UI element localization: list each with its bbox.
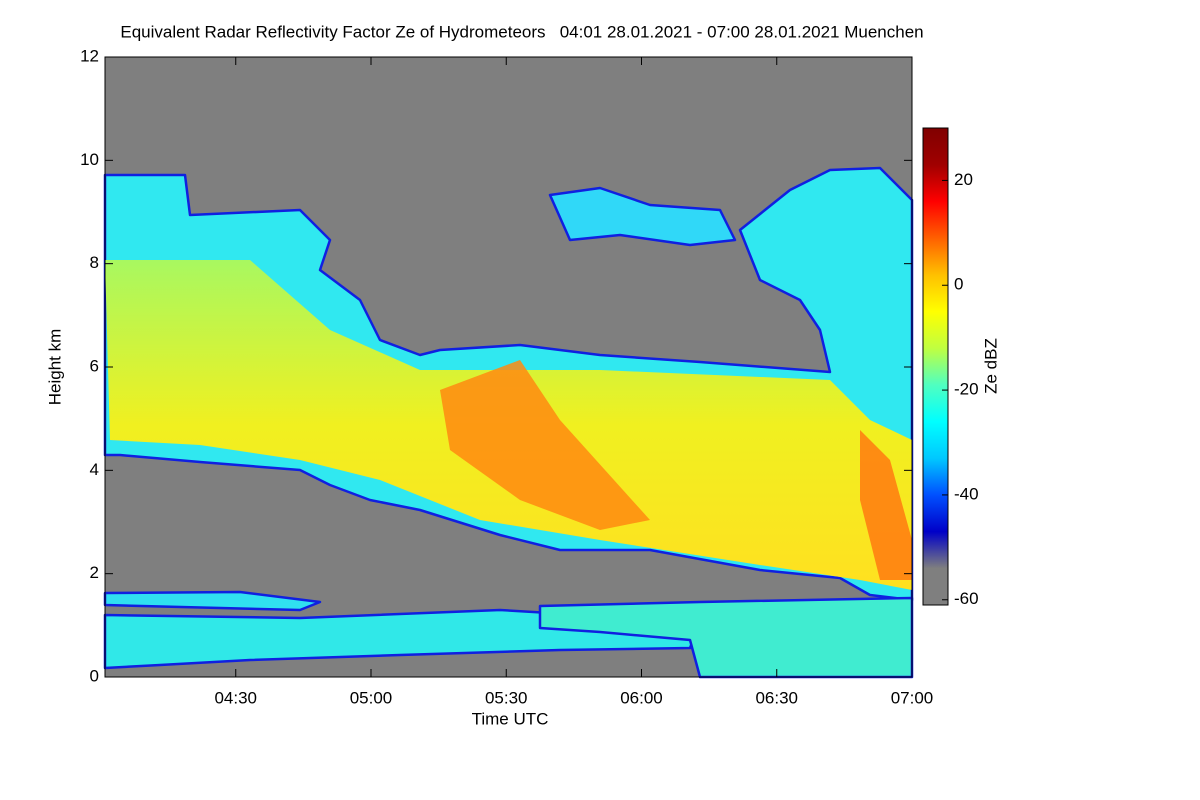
cloud-core-strong [440, 360, 650, 530]
y-tick-label: 6 [90, 356, 99, 375]
y-tick-label: 10 [80, 150, 99, 169]
x-tick-label: 05:30 [485, 688, 528, 707]
cloud-core-strong [860, 430, 912, 580]
colorbar-tick-label: 20 [954, 170, 973, 189]
x-tick-label: 04:30 [214, 688, 257, 707]
y-tick-label: 12 [80, 46, 99, 65]
y-axis-label: Height km [45, 329, 64, 406]
y-tick-label: 8 [90, 253, 99, 272]
x-axis-label: Time UTC [472, 709, 549, 728]
y-tick-label: 4 [90, 460, 99, 479]
x-tick-label: 07:00 [891, 688, 934, 707]
cirrus-patch [548, 186, 737, 247]
y-tick-label: 0 [90, 666, 99, 685]
x-tick-label: 06:00 [620, 688, 663, 707]
y-tick-label: 2 [90, 563, 99, 582]
colorbar-tick-label: -20 [954, 380, 979, 399]
colorbar-label: Ze dBZ [981, 338, 1000, 394]
colorbar-tick-label: -60 [954, 589, 979, 608]
x-tick-label: 05:00 [350, 688, 393, 707]
x-tick-label: 06:30 [755, 688, 798, 707]
colorbar-tick-label: -40 [954, 484, 979, 503]
plot-field [103, 57, 914, 679]
colorbar-tick-label: 0 [954, 275, 963, 294]
chart-title: Equivalent Radar Reflectivity Factor Ze … [120, 22, 923, 41]
colorbar [922, 127, 949, 606]
